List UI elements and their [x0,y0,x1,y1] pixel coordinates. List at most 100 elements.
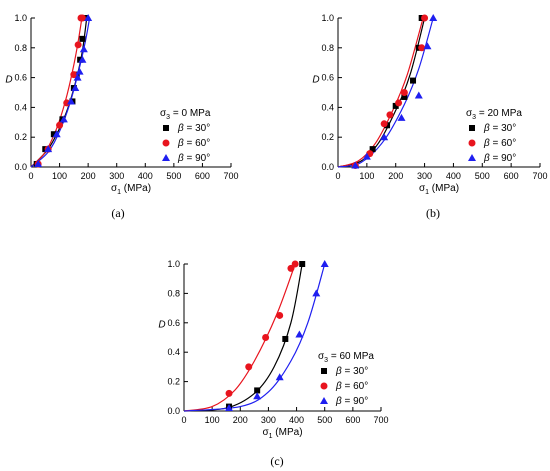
data-point [397,113,406,121]
x-tick-label: 0 [28,171,33,181]
data-point [70,71,78,79]
legend-marker [321,368,327,374]
x-tick-label: 100 [52,171,67,181]
legend-title: σ3 = 0 MPa [160,108,211,121]
x-tick-label: 500 [475,171,490,181]
x-tick-label: 600 [195,171,210,181]
data-point [34,160,43,168]
x-tick-label: 600 [504,171,519,181]
y-tick-label: 1.0 [167,259,180,269]
data-point [312,289,321,297]
data-point [401,93,408,100]
data-point [262,334,270,341]
x-tick-label: 700 [532,171,547,181]
legend-marker [163,125,169,131]
y-tick-label: 0.8 [321,43,334,53]
x-tick-label: 0 [181,415,186,425]
data-point [67,97,75,105]
legend-label: β = 30° [335,366,368,377]
legend-marker [320,397,328,404]
data-point [395,99,403,107]
y-tick-label: 0.8 [167,288,180,298]
x-axis-title: σ1 (MPa) [111,183,151,196]
data-point [392,102,399,109]
data-point [59,115,68,123]
legend-marker [468,154,476,161]
x-tick-label: 100 [359,171,374,181]
legend-marker [468,139,476,147]
data-point [291,260,299,268]
data-point [418,44,426,52]
data-point [52,130,61,138]
data-point [73,73,82,81]
y-tick-label: 0.4 [321,102,334,112]
data-point [71,84,80,92]
y-tick-label: 0.2 [321,132,334,142]
panel-caption: (a) [111,206,124,220]
legend-label: β = 30° [483,123,516,134]
legend-label: β = 60° [335,381,368,392]
data-point [351,161,360,169]
legend-title: σ3 = 60 MPa [318,351,374,364]
y-axis-title: D [5,75,12,86]
x-tick-label: 300 [109,171,124,181]
data-point [225,389,233,397]
x-tick-label: 400 [446,171,461,181]
legend-label: β = 90° [177,153,210,164]
data-point [276,311,284,319]
data-point [400,89,408,96]
data-point [78,14,86,22]
x-tick-label: 200 [81,171,96,181]
data-point [320,260,329,267]
y-tick-label: 0.6 [321,73,334,83]
panel-caption: (b) [426,206,440,220]
fit-curve [183,263,296,412]
x-tick-label: 500 [317,415,332,425]
data-point [74,41,82,49]
x-tick-label: 700 [373,415,388,425]
y-tick-label: 0.0 [167,406,180,416]
data-point [380,120,388,128]
y-tick-label: 0.8 [14,43,27,53]
legend-marker [162,139,170,147]
x-tick-label: 0 [335,171,340,181]
y-tick-label: 0.2 [167,377,180,387]
x-tick-label: 700 [223,171,238,181]
data-point [282,335,289,342]
data-point [63,99,71,107]
y-tick-label: 0.0 [14,162,27,172]
legend-label: β = 60° [483,138,516,149]
data-point [245,363,253,371]
data-point [299,261,306,267]
data-point [380,133,389,141]
data-point [79,45,88,53]
data-point [429,14,438,21]
x-tick-label: 300 [261,415,276,425]
y-tick-label: 0.2 [14,132,27,142]
fit-curve [30,17,83,168]
x-tick-label: 200 [233,415,248,425]
data-point [254,387,261,394]
legend-marker [320,382,328,390]
y-tick-label: 0.4 [14,102,27,112]
data-point [410,77,417,84]
data-point [275,373,284,381]
data-point [253,392,262,400]
legend-marker [469,125,475,131]
data-point [79,35,86,42]
y-axis-title: D [312,75,319,86]
data-point [362,152,371,160]
y-tick-label: 0.4 [167,347,180,357]
x-tick-label: 600 [345,415,360,425]
y-tick-label: 0.6 [14,73,27,83]
data-point [78,55,87,63]
x-axis-title: σ1 (MPa) [262,427,302,440]
panel-caption: (c) [270,454,283,468]
x-tick-label: 200 [388,171,403,181]
x-tick-label: 300 [417,171,432,181]
data-point [50,131,57,138]
x-axis-title: σ1 (MPa) [419,183,459,196]
y-tick-label: 1.0 [14,13,27,23]
x-tick-label: 500 [166,171,181,181]
legend-title: σ3 = 20 MPa [466,108,522,121]
